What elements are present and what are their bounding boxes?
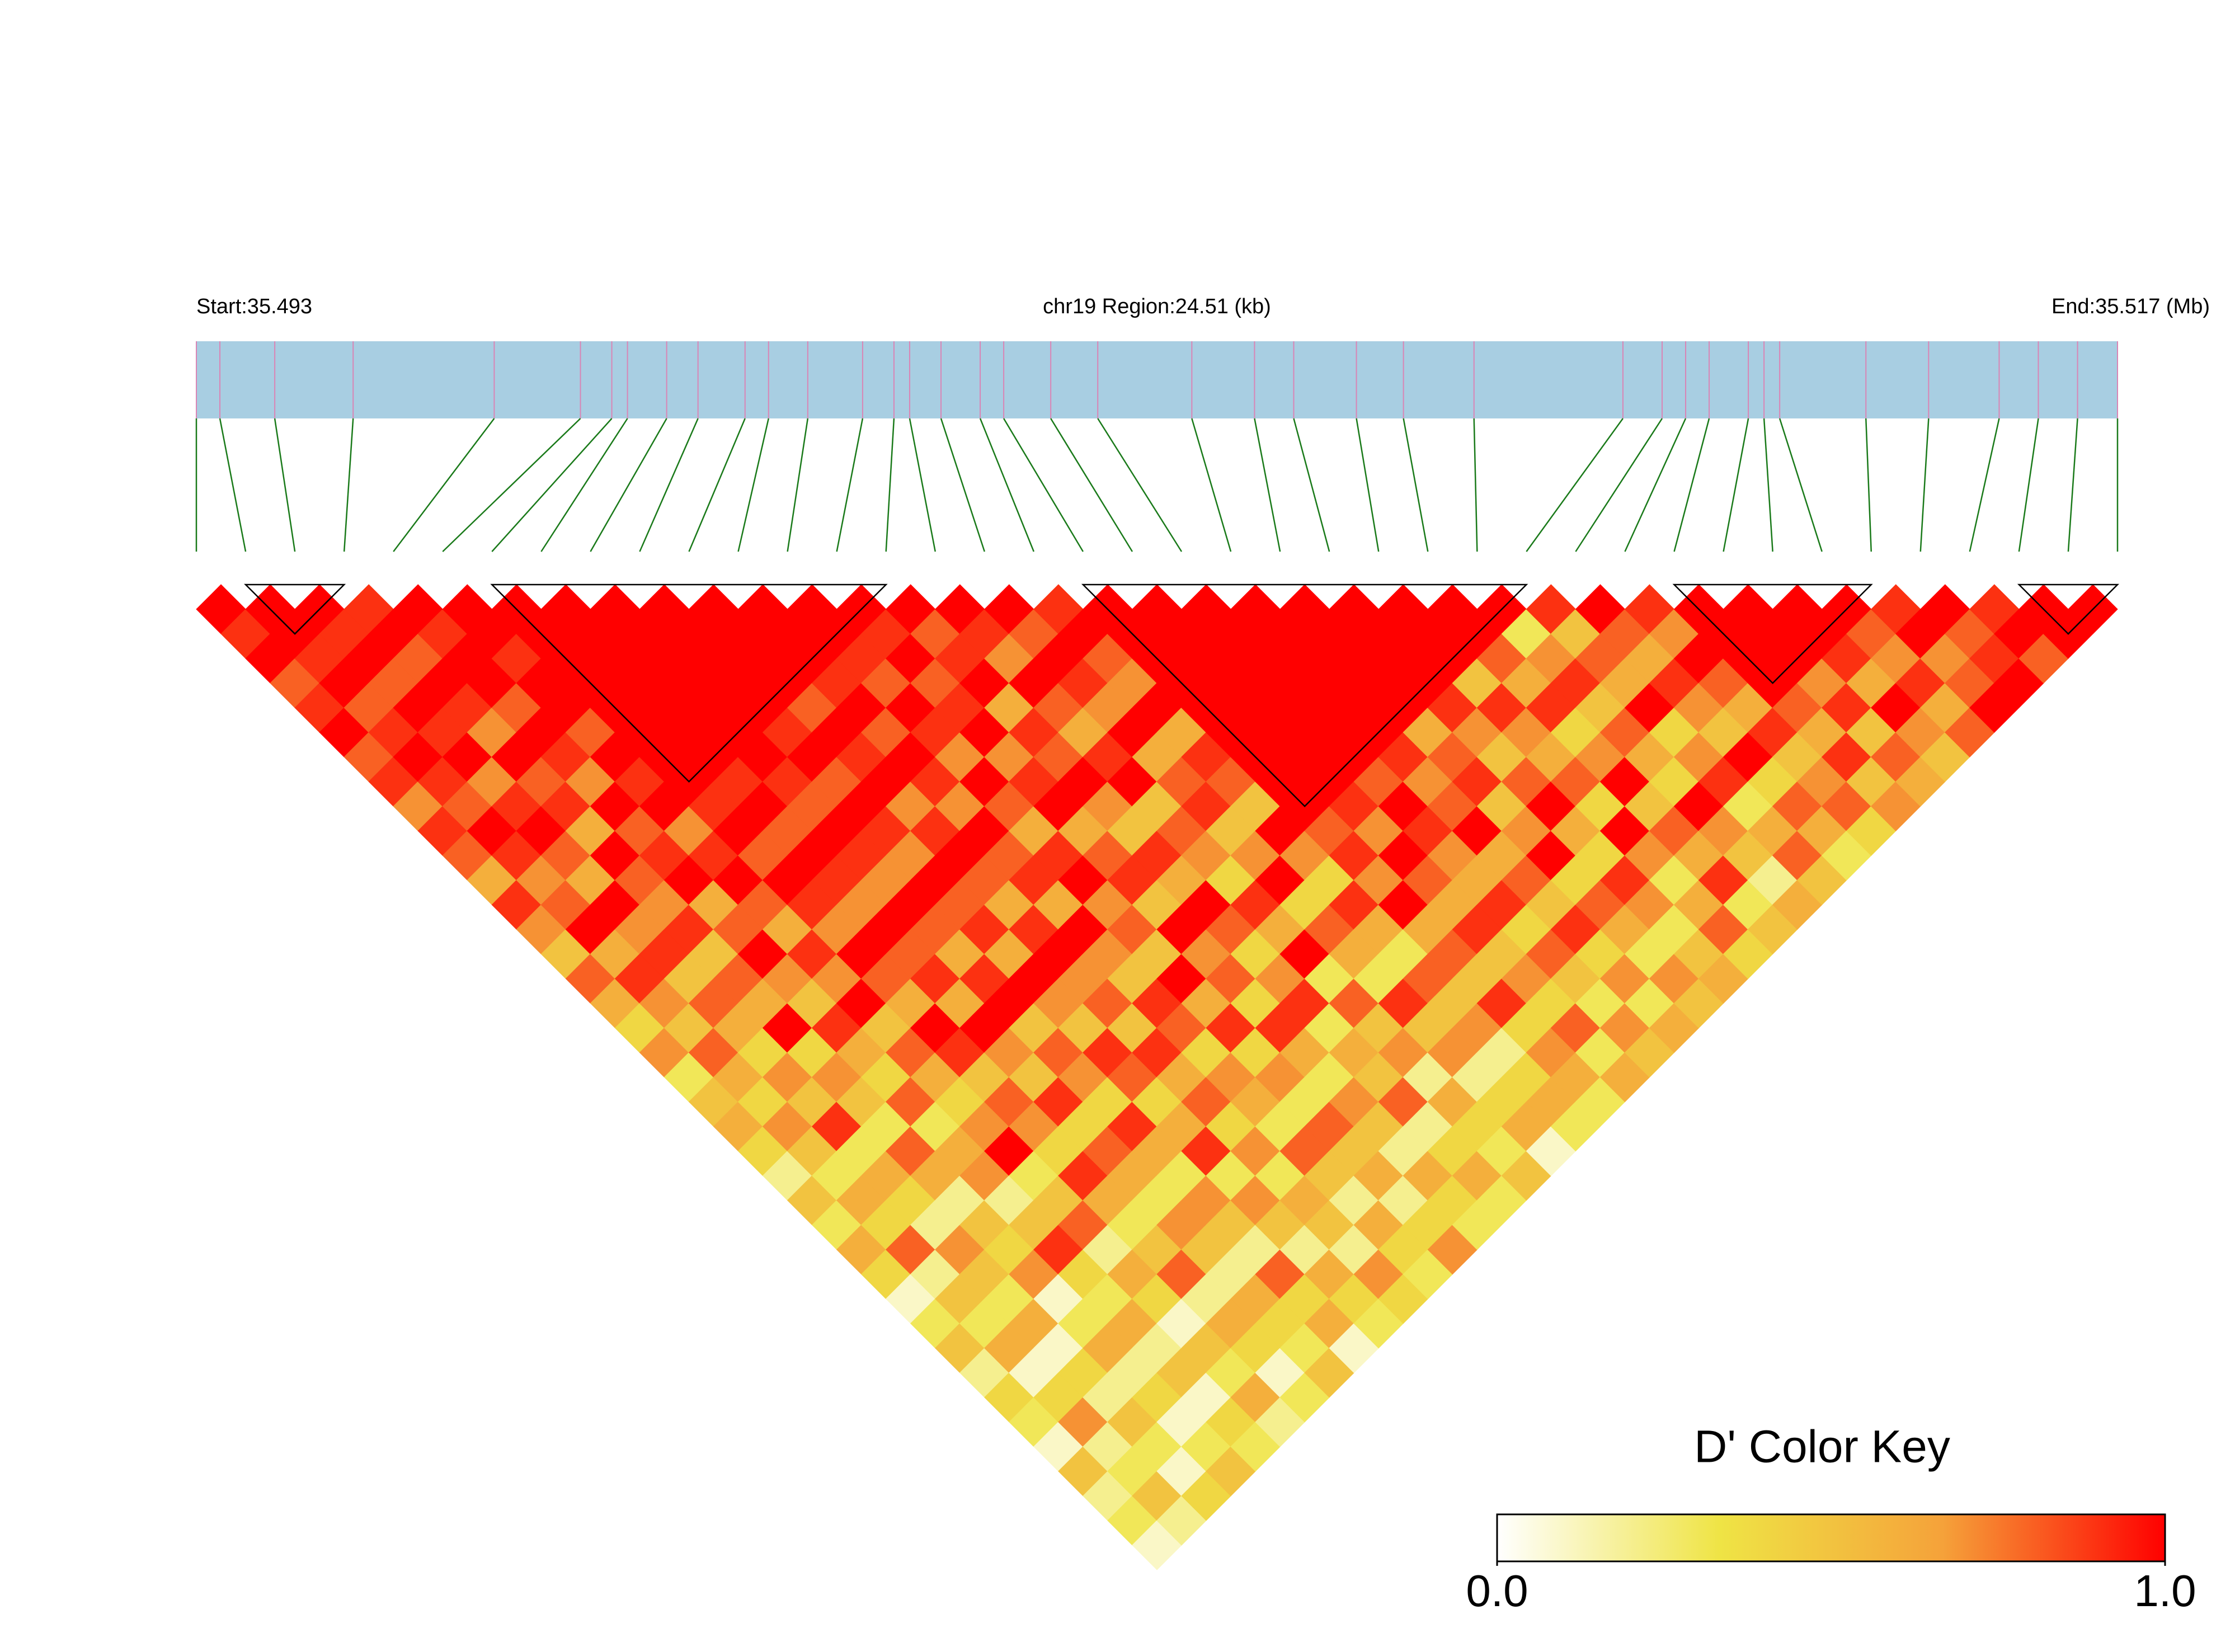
snp-connector (590, 418, 667, 552)
snp-connector (1969, 418, 2000, 552)
snp-connector (2067, 418, 2078, 552)
snp-connector (1778, 418, 1823, 552)
start-label: Start:35.493 (196, 295, 312, 318)
key-title: D' Color Key (1694, 1422, 1950, 1472)
snp-connector (491, 418, 613, 552)
region-bar (196, 341, 2118, 418)
ld-block (490, 583, 888, 783)
chart-title: chr19 Region:24.51 (kb) (1043, 295, 1271, 318)
snp-connector (343, 418, 354, 552)
snp-connector (1293, 418, 1330, 552)
ld-block (1081, 583, 1528, 807)
snp-connector (1356, 418, 1380, 552)
snp-connector (940, 418, 986, 552)
ld-block (2017, 583, 2120, 635)
snp-connector (1624, 418, 1687, 552)
snp-connector (639, 418, 699, 552)
snp-connector (1723, 418, 1749, 552)
snp-connector (219, 418, 247, 552)
snp-connector (1673, 418, 1710, 552)
snp-connector (1763, 418, 1773, 552)
snp-connector (442, 418, 581, 552)
snp-connector (1526, 418, 1624, 552)
end-label: End:35.517 (Mb) (2052, 295, 2210, 318)
snp-connector (885, 418, 895, 552)
snp-connector (787, 418, 809, 552)
snp-connector (393, 418, 495, 552)
snp-connector (1919, 418, 1930, 552)
key-tick-label: 1.0 (2134, 1566, 2196, 1616)
snp-connector (1191, 418, 1232, 552)
snp-connector (1097, 418, 1183, 552)
snp-connector (737, 418, 769, 552)
snp-connector (274, 418, 296, 552)
snp-connector (979, 418, 1035, 552)
snp-connector (1473, 418, 1478, 552)
snp-connector (1403, 418, 1429, 552)
snp-connector (2018, 418, 2039, 552)
snp-connector (836, 418, 864, 552)
snp-connector (540, 418, 628, 552)
key-tick-label: 0.0 (1466, 1566, 1528, 1616)
color-key (1496, 1513, 2166, 1562)
ld-block (1672, 583, 1873, 684)
snp-connector (1050, 418, 1133, 552)
snp-connector (688, 418, 746, 552)
snp-connector (1575, 418, 1663, 552)
snp-connector (909, 418, 936, 552)
snp-connector (1003, 418, 1084, 552)
snp-connector (1865, 418, 1872, 552)
ld-block (244, 583, 346, 635)
snp-connector (1254, 418, 1281, 552)
